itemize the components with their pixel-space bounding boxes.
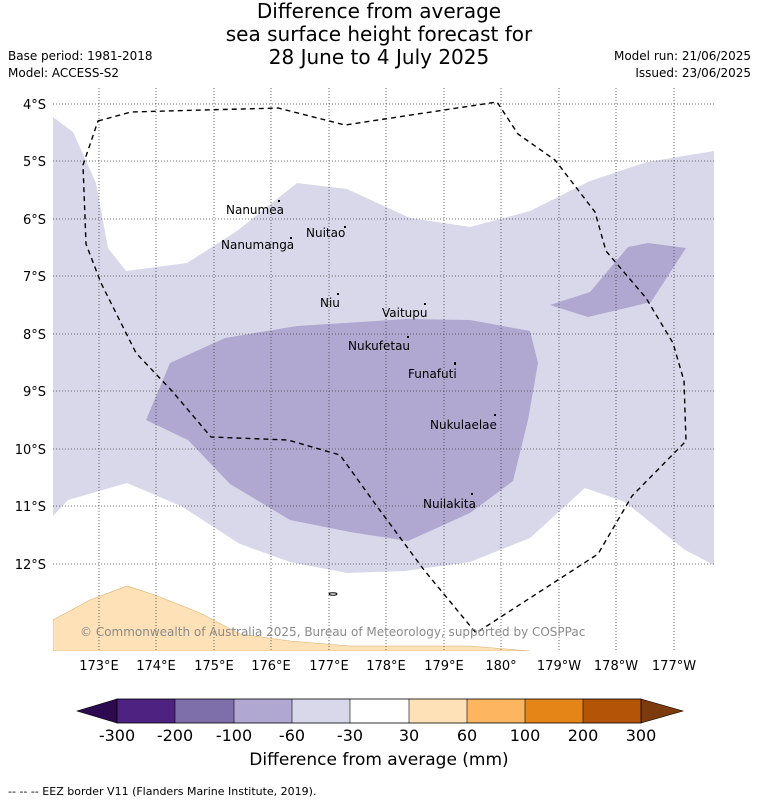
place-label: Nukulaelae [430, 418, 497, 432]
place-label: Nuitao [306, 226, 345, 240]
lat-label: 7°S [23, 270, 46, 285]
anomaly-region-medium [146, 319, 538, 541]
colorbar-bin [350, 699, 409, 723]
anomaly-region-positive [53, 585, 531, 651]
colorbar-bin [525, 699, 583, 723]
place-label: Nukufetau [348, 339, 410, 353]
island-outline [328, 592, 338, 596]
colorbar: -300 -200 -100 -60 -30 30 60 100 200 300 [75, 698, 685, 745]
lon-label: 173°E [79, 659, 119, 674]
colorbar-label: Difference from average (mm) [249, 750, 509, 770]
place-label: Nanumanga [221, 238, 294, 252]
island-markers [278, 200, 496, 495]
lon-label: 175°E [194, 659, 234, 674]
map-title: Difference from average sea surface heig… [0, 0, 758, 69]
colorbar-bin [409, 699, 467, 723]
colorbar-bin [117, 699, 175, 723]
place-labels: Nanumea Nuitao Nanumanga Niu Vaitupu Nuk… [221, 203, 497, 511]
lon-label: 177°W [652, 659, 696, 674]
copyright-notice: © Commonwealth of Australia 2025, Bureau… [80, 625, 585, 639]
lat-label: 6°S [23, 213, 46, 228]
lon-label: 177°E [309, 659, 349, 674]
base-period: Base period: 1981-2018 [8, 49, 153, 63]
colorbar-tick: 300 [626, 726, 657, 745]
latitude-labels: 4°S 5°S 6°S 7°S 8°S 9°S 10°S 11°S 12°S [15, 98, 46, 573]
colorbar-under-arrow [75, 698, 118, 724]
colorbar-bin [234, 699, 292, 723]
lat-label: 8°S [23, 328, 46, 343]
place-label: Vaitupu [382, 306, 428, 320]
lat-label: 12°S [15, 558, 46, 573]
eez-legend-footer: -- -- -- EEZ border V11 (Flanders Marine… [8, 785, 317, 798]
model-info: Base period: 1981-2018 Model: ACCESS-S2 [8, 48, 153, 82]
eez-border [82, 101, 687, 634]
colorbar-tick: -100 [216, 726, 252, 745]
place-label: Nanumea [226, 203, 284, 217]
colorbar-tick: -30 [337, 726, 363, 745]
title-line-2: sea surface height forecast for [225, 22, 533, 46]
place-label: Nuilakita [423, 497, 476, 511]
title-line-1: Difference from average [256, 0, 502, 23]
lat-label: 11°S [15, 500, 46, 515]
colorbar-tick: 30 [399, 726, 419, 745]
lon-label: 179°W [537, 659, 581, 674]
map-area: Nanumea Nuitao Nanumanga Niu Vaitupu Nuk… [53, 88, 714, 651]
model-name: Model: ACCESS-S2 [8, 66, 120, 80]
lat-label: 10°S [15, 443, 46, 458]
title-line-3: 28 June to 4 July 2025 [268, 45, 490, 69]
colorbar-tick: -300 [99, 726, 135, 745]
lon-label: 180° [485, 659, 516, 674]
anomaly-region-medium-east [550, 243, 686, 317]
colorbar-over-arrow [640, 698, 685, 724]
place-label: Niu [320, 296, 340, 310]
colorbar-tick: 60 [457, 726, 477, 745]
run-info: Model run: 21/06/2025 Issued: 23/06/2025 [614, 48, 751, 82]
lon-label: 178°E [366, 659, 406, 674]
graticule [53, 88, 714, 651]
colorbar-bin [292, 699, 350, 723]
colorbar-bin [583, 699, 641, 723]
place-label: Funafuti [408, 367, 457, 381]
lon-label: 178°W [594, 659, 638, 674]
colorbar-bin [467, 699, 525, 723]
lat-label: 5°S [23, 155, 46, 170]
colorbar-tick: 200 [568, 726, 599, 745]
colorbar-tick: -60 [279, 726, 305, 745]
longitude-labels: 173°E 174°E 175°E 176°E 177°E 178°E 179°… [79, 659, 696, 674]
lat-label: 4°S [23, 98, 46, 113]
lon-label: 179°E [424, 659, 464, 674]
model-run: Model run: 21/06/2025 [613, 49, 751, 63]
lat-label: 9°S [23, 385, 46, 400]
lon-label: 176°E [251, 659, 291, 674]
lon-label: 174°E [136, 659, 176, 674]
issued-date: Issued: 23/06/2025 [635, 66, 751, 80]
colorbar-tick: -200 [157, 726, 193, 745]
colorbar-bin [175, 699, 234, 723]
colorbar-tick: 100 [510, 726, 541, 745]
